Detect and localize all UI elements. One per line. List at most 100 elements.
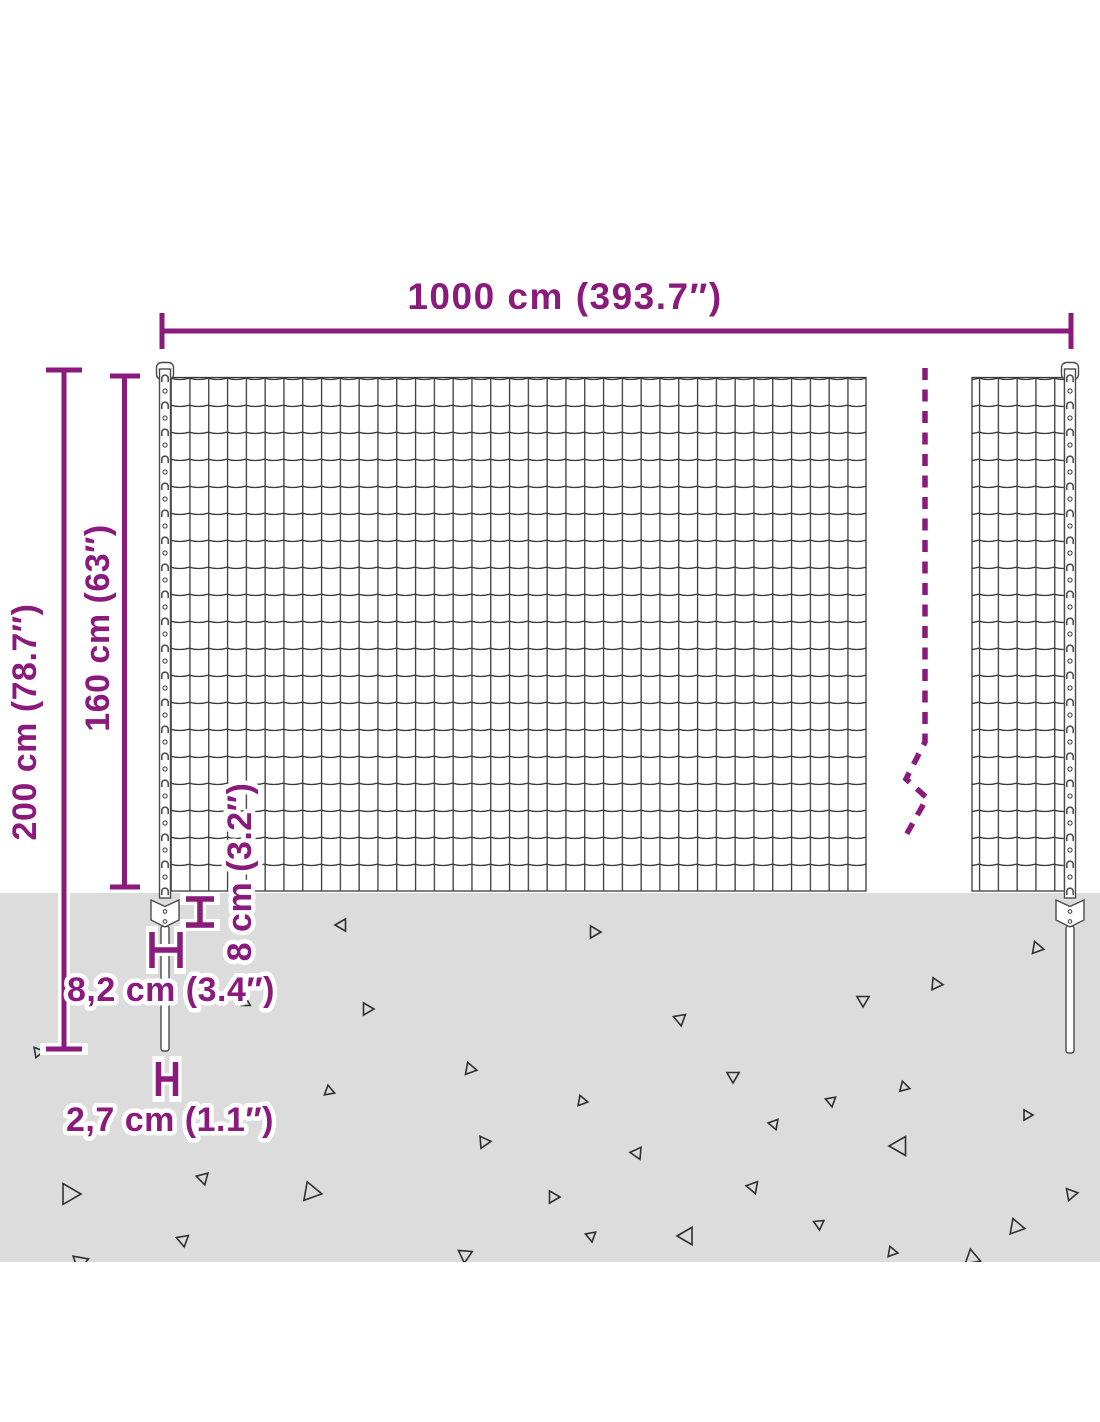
post-bolt-hole [162, 415, 168, 421]
panel-break-dashed-line [902, 368, 931, 839]
wire-clip-hook [1066, 401, 1074, 409]
anchor-plate-hole [1067, 919, 1073, 924]
wire-clip-hook [161, 428, 169, 436]
post-bolt-hole [1067, 739, 1073, 745]
wire-clip-hook [1066, 536, 1074, 544]
wire-clip-hook [1066, 455, 1074, 463]
stone-triangle [302, 1180, 324, 1202]
ground-stone-texture [33, 917, 1080, 1262]
wire-clip-hook [161, 725, 169, 733]
wire-clip-hook [1066, 752, 1074, 760]
post-bolt-hole [162, 820, 168, 826]
label-total-height: 200 cm (78.7″) [6, 604, 44, 841]
wire-clip-hook [161, 887, 169, 895]
dimension-line-mesh-height [110, 373, 140, 890]
post-bolt-hole [162, 523, 168, 529]
dimension-line-total-width [159, 313, 1074, 349]
stone-triangle [1009, 1216, 1027, 1236]
wire-clip-hook [1066, 644, 1074, 652]
wire-clip-hook [1066, 509, 1074, 517]
stone-triangle [71, 1255, 91, 1262]
post-bolt-hole [162, 442, 168, 448]
post-bolt-hole [162, 739, 168, 745]
stone-triangle [898, 1079, 912, 1093]
wire-clip-hook [1066, 428, 1074, 436]
stone-triangle [823, 1096, 837, 1109]
wire-mesh-fence [169, 376, 1066, 892]
anchor-plate-hole [162, 909, 168, 914]
post-bolt-hole [1067, 874, 1073, 880]
wire-clip-hook [161, 455, 169, 463]
post-ground-spike [1065, 925, 1075, 1054]
post-bolt-hole [1067, 388, 1073, 394]
post-bolt-hole [162, 766, 168, 772]
post-bolt-hole [162, 469, 168, 475]
label-total-width: 1000 cm (393.7″) [407, 276, 722, 317]
post-bolt-hole [1067, 469, 1073, 475]
stone-triangle [548, 1189, 562, 1205]
post-bolt-hole [162, 847, 168, 853]
wire-clip-hook [1066, 725, 1074, 733]
stone-triangle [675, 1225, 693, 1247]
stone-triangle [725, 1071, 741, 1085]
wire-clip-hook [1066, 833, 1074, 841]
post-bolt-hole [162, 604, 168, 610]
dimension-marker-spike-width [155, 1062, 179, 1096]
wire-clip-hook [1066, 860, 1074, 868]
wire-clip-hook [161, 563, 169, 571]
stone-triangle [887, 1244, 900, 1258]
anchor-plate-hole [1067, 909, 1073, 914]
dimension-marker-plate-width [149, 932, 183, 968]
post-bolt-hole [162, 874, 168, 880]
wire-clip-hook [1066, 671, 1074, 679]
stone-triangle [589, 924, 603, 940]
stone-triangle [240, 996, 252, 1007]
post-bolt-hole [1067, 442, 1073, 448]
stone-triangle [855, 995, 871, 1009]
wire-clip-hook [161, 671, 169, 679]
stone-triangle [1065, 1187, 1080, 1203]
wire-clip-hook [161, 536, 169, 544]
wire-clip-hook [161, 401, 169, 409]
post-bolt-hole [1067, 820, 1073, 826]
post-bolt-hole [1067, 550, 1073, 556]
wire-clip-hook [1066, 563, 1074, 571]
stone-triangle [671, 1013, 687, 1028]
label-mesh-opening: 8 cm (3.2″) [221, 783, 259, 962]
wire-clip-hook [161, 860, 169, 868]
stone-triangle [1031, 939, 1046, 955]
post-bolt-hole [1067, 496, 1073, 502]
post-bolt-hole [1067, 604, 1073, 610]
wire-clip-hook [1066, 374, 1074, 382]
stone-triangle [931, 976, 945, 992]
stone-triangle [812, 1219, 826, 1232]
post-bolt-hole [1067, 415, 1073, 421]
post-bolt-hole [162, 631, 168, 637]
dimension-line-total-height [46, 367, 82, 1052]
post-bolt-hole [1067, 631, 1073, 637]
wire-clip-hook [1066, 887, 1074, 895]
stone-triangle [479, 1134, 493, 1150]
wire-clip-hook [161, 779, 169, 787]
stone-triangle [362, 1001, 376, 1017]
post-bolt-hole [1067, 793, 1073, 799]
stone-triangle [628, 1145, 642, 1161]
mesh-panel-left [169, 376, 867, 892]
wire-clip-hook [161, 644, 169, 652]
post-bolt-hole [162, 388, 168, 394]
anchor-plate-hole [162, 919, 168, 924]
post-bolt-hole [1067, 847, 1073, 853]
stone-triangle [583, 1231, 597, 1244]
post-bolt-hole [1067, 685, 1073, 691]
stone-triangle [457, 1249, 474, 1262]
label-spike-width: 2,7 cm (1.1″) [66, 1101, 274, 1139]
dimension-labels: 1000 cm (393.7″) 200 cm (78.7″) 160 cm (… [2, 272, 726, 1144]
wire-clip-hook [1066, 806, 1074, 814]
wire-clip-hook [161, 482, 169, 490]
wire-clip-hook [1066, 698, 1074, 706]
post-bolt-hole [1067, 577, 1073, 583]
stone-triangle [964, 1247, 983, 1262]
post-bolt-hole [1067, 766, 1073, 772]
stone-triangle [174, 1234, 190, 1249]
